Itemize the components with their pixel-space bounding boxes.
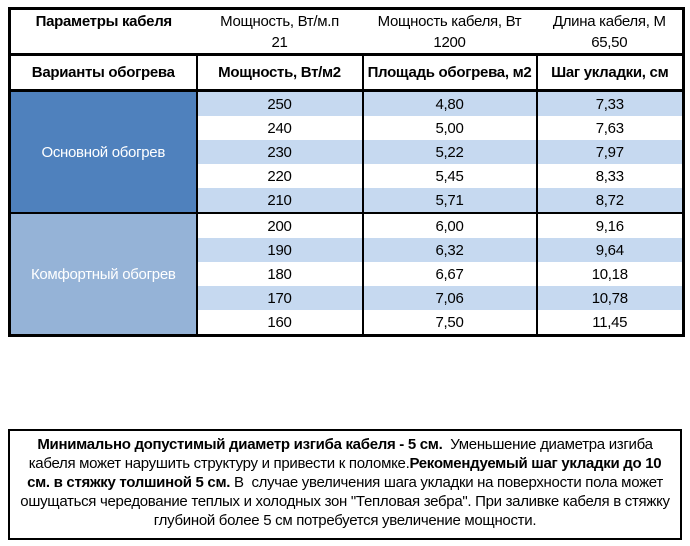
table-row: 210 5,71 8,72 [10, 188, 684, 213]
params-empty-cell [10, 32, 197, 55]
header-power: Мощность, Вт/м2 [195, 53, 363, 92]
data-cell: 7,63 [535, 116, 684, 140]
table-row: 160 7,50 11,45 [10, 310, 684, 336]
data-cell: 11,45 [535, 310, 684, 336]
table-row: 220 5,45 8,33 [10, 164, 684, 188]
data-cell: 9,64 [535, 238, 684, 262]
params-value-row: 21 1200 65,50 [10, 32, 684, 55]
data-cell: 170 [196, 286, 363, 310]
section-name-main: Основной обогрев [9, 90, 198, 213]
section-name-comfort: Комфортный обогрев [9, 212, 198, 336]
cable-parameters-table: Параметры кабеля Мощность, Вт/м.п Мощнос… [8, 7, 685, 337]
params-title: Параметры кабеля [35, 12, 173, 30]
data-cell: 7,50 [361, 310, 537, 336]
header-step: Шаг укладки, см [535, 53, 684, 92]
param-value-power-per-meter: 21 [271, 34, 288, 51]
data-cell: 5,22 [361, 140, 537, 164]
table-row: 180 6,67 10,18 [10, 262, 684, 286]
data-cell: 160 [196, 310, 363, 336]
note-segment: Рекомендуемый шаг укладки до 10 см. в ст… [27, 455, 666, 491]
table-row: 170 7,06 10,78 [10, 286, 684, 310]
table-row: Комфортный обогрев 200 6,00 9,16 [9, 212, 684, 336]
param-label-cable-length: Длина кабеля, М [552, 12, 666, 30]
data-cell: 180 [196, 262, 363, 286]
data-cell: 250 [196, 90, 363, 116]
param-label-cable-power: Мощность кабеля, Вт [377, 12, 522, 30]
note-segment: В случае увеличения шага укладки на пове… [20, 474, 674, 529]
data-cell: 8,33 [535, 164, 684, 188]
table-row: 190 6,32 9,64 [10, 238, 684, 262]
data-cell: 9,16 [535, 212, 684, 238]
table-row: Основной обогрев 250 4,80 7,33 [9, 90, 684, 213]
param-label-power-per-meter: Мощность, Вт/м.п [220, 12, 339, 30]
note-segment: Минимально допустимый диаметр изгиба каб… [37, 436, 447, 453]
data-cell: 220 [196, 164, 363, 188]
header-variants: Варианты обогрева [9, 53, 197, 92]
data-cell: 7,33 [535, 90, 684, 116]
param-value-cable-length: 65,50 [591, 34, 628, 51]
table-row: 230 5,22 7,97 [10, 140, 684, 164]
data-cell: 190 [196, 238, 363, 262]
data-cell: 5,71 [361, 188, 537, 213]
data-cell: 210 [196, 188, 363, 213]
param-value-cable-power: 1200 [433, 34, 466, 51]
data-cell: 6,00 [361, 212, 537, 238]
header-area: Площадь обогрева, м2 [361, 53, 537, 92]
data-cell: 7,06 [361, 286, 537, 310]
table-row: 240 5,00 7,63 [10, 116, 684, 140]
params-header-row: Параметры кабеля Мощность, Вт/м.п Мощнос… [10, 9, 684, 33]
data-cell: 10,18 [535, 262, 684, 286]
note-box: Минимально допустимый диаметр изгиба каб… [8, 429, 682, 540]
data-cell: 200 [196, 212, 363, 238]
heating-header-row: Варианты обогрева Мощность, Вт/м2 Площад… [9, 53, 684, 92]
data-cell: 6,67 [361, 262, 537, 286]
data-cell: 8,72 [535, 188, 684, 213]
data-cell: 230 [196, 140, 363, 164]
data-cell: 7,97 [535, 140, 684, 164]
note-segment: Уменьшение диаметра изгиба кабеля может … [28, 436, 657, 472]
data-cell: 10,78 [535, 286, 684, 310]
data-cell: 6,32 [361, 238, 537, 262]
data-cell: 4,80 [361, 90, 537, 116]
data-cell: 5,00 [361, 116, 537, 140]
data-cell: 5,45 [361, 164, 537, 188]
data-cell: 240 [196, 116, 363, 140]
